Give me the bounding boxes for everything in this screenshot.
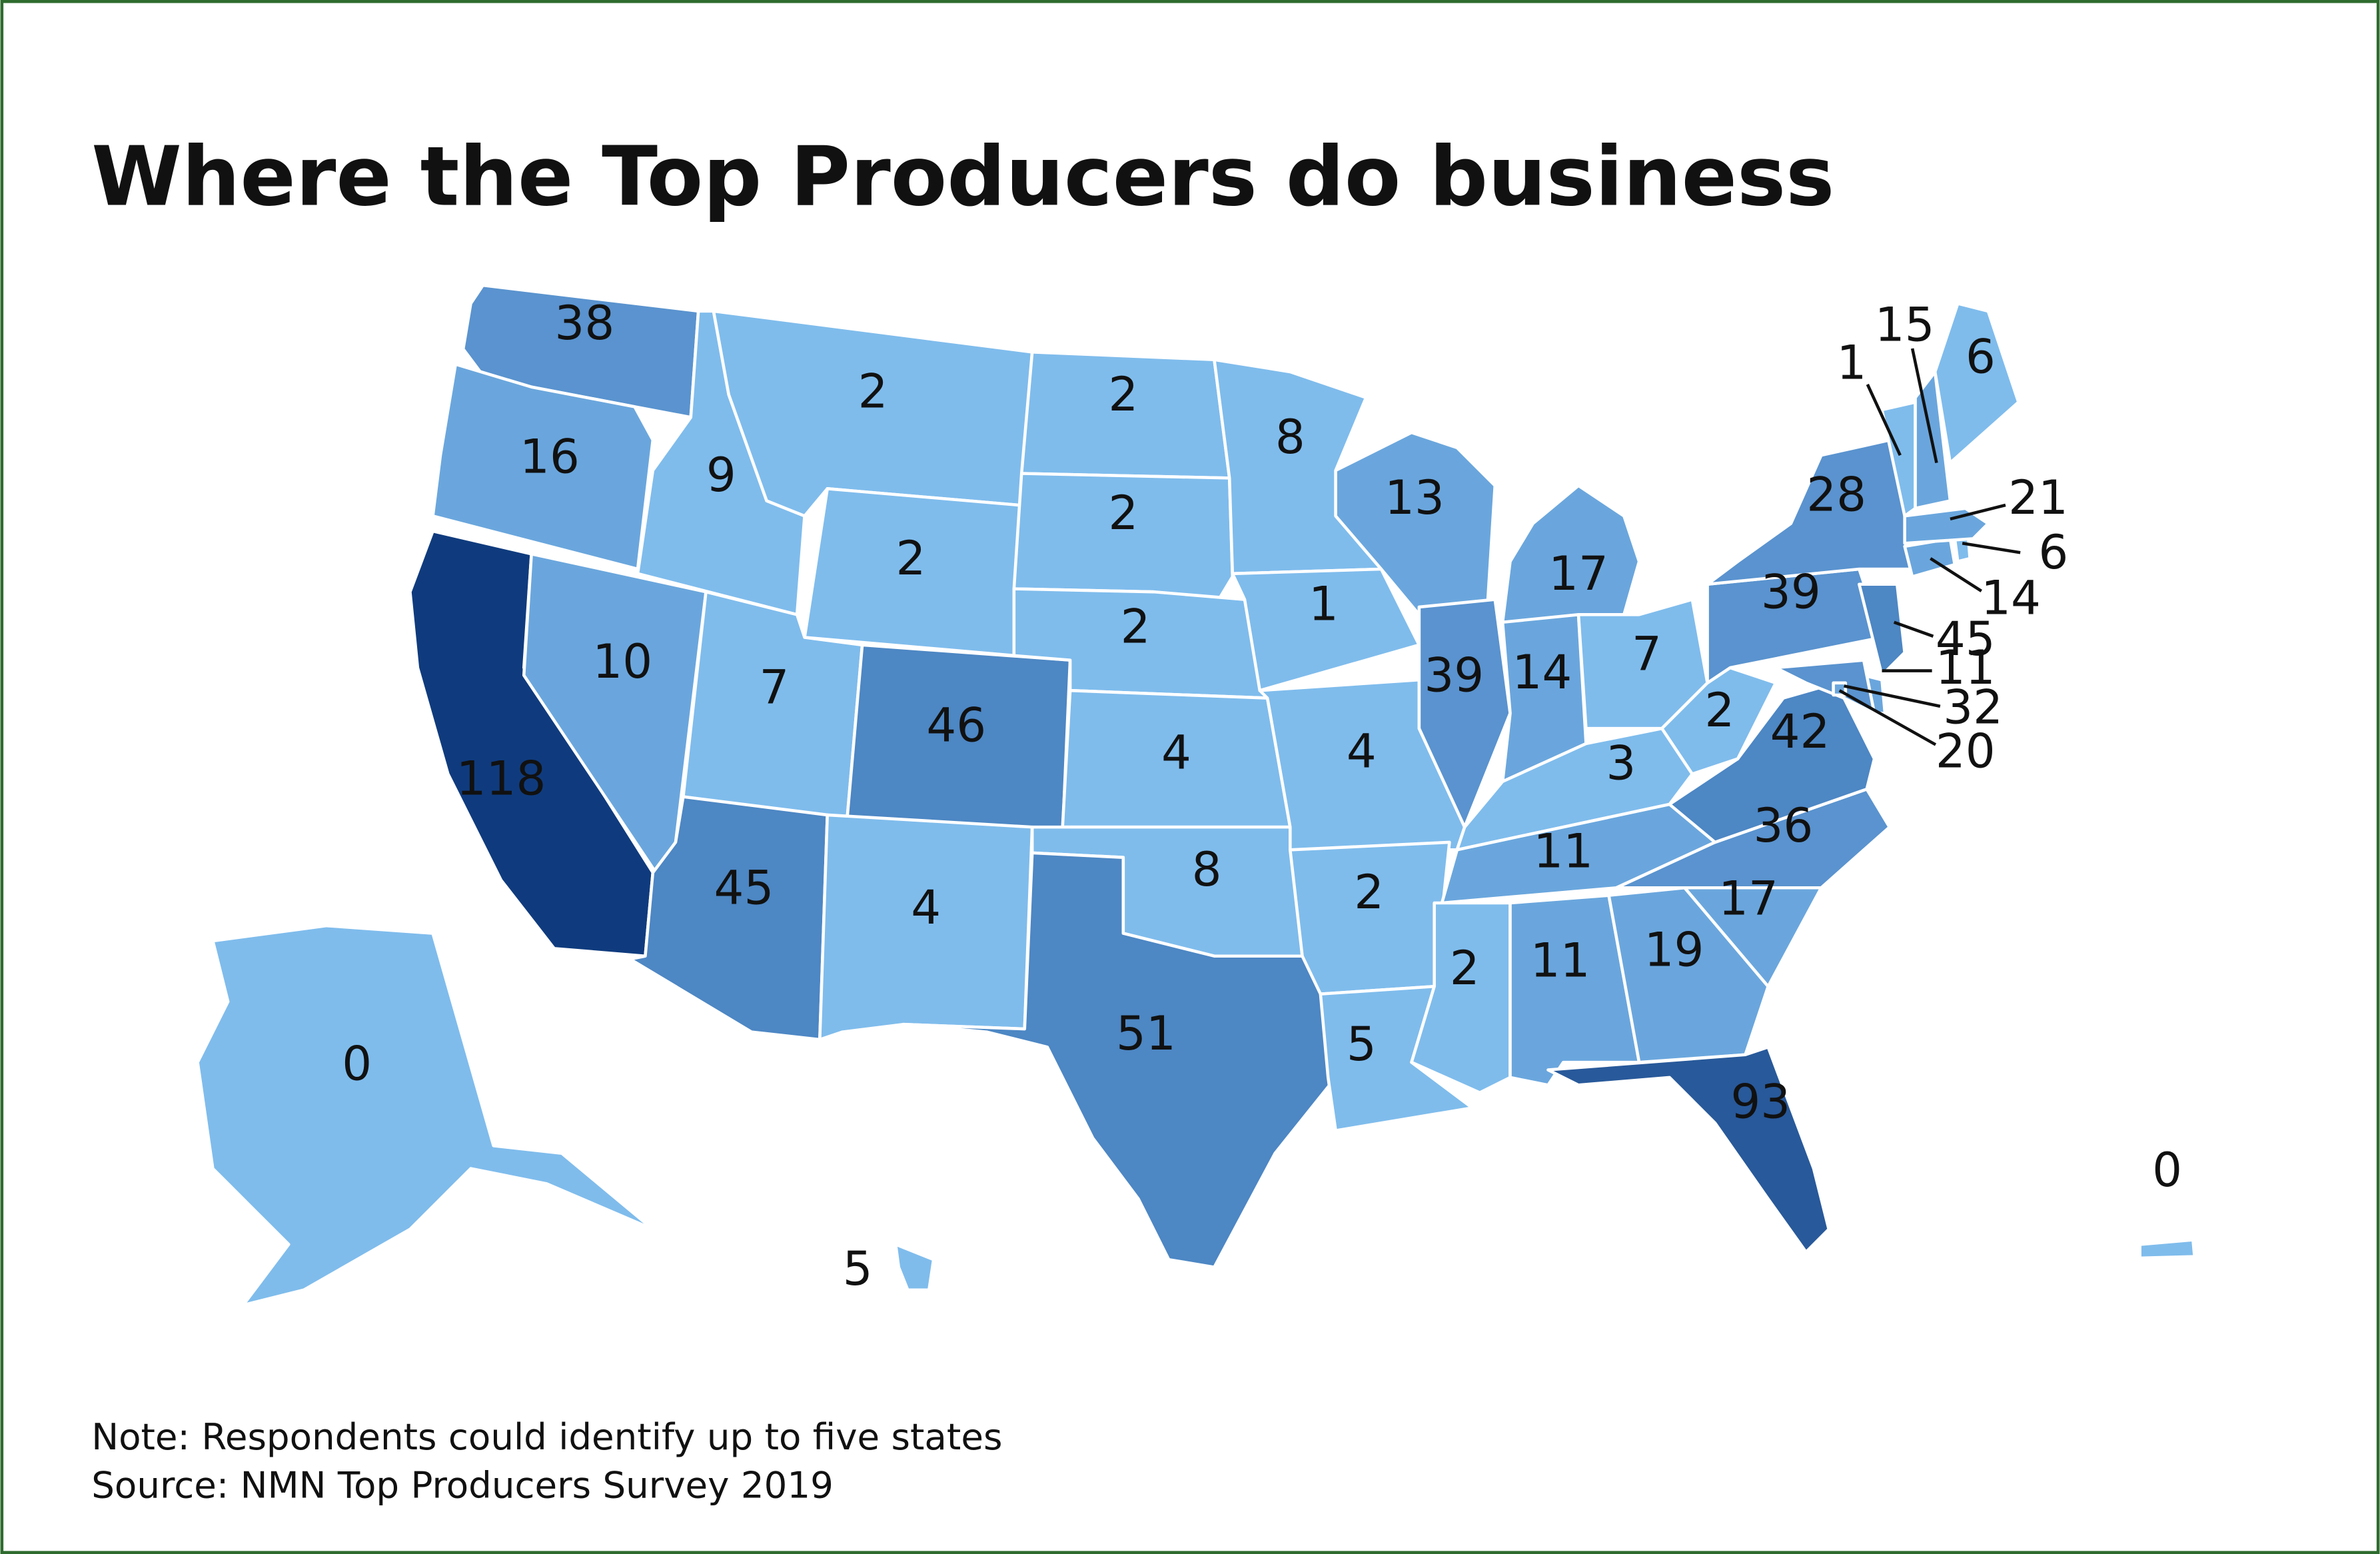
state: [901, 851, 1337, 1269]
value-label: 9: [706, 447, 736, 502]
value-label: 2: [1354, 864, 1384, 920]
value-label: 15: [1875, 297, 1935, 352]
value-label: 14: [1981, 570, 2041, 625]
state: [893, 1243, 935, 1292]
value-label: 2: [896, 530, 926, 586]
value-label: 14: [1512, 644, 1572, 700]
source: Source: NMN Top Producers Survey 2019: [91, 1464, 834, 1507]
value-label: 32: [1943, 679, 2003, 734]
value-label: 17: [1718, 870, 1778, 926]
value-label: 6: [1966, 329, 1996, 384]
value-label: 118: [456, 750, 546, 806]
state: [1668, 681, 1876, 844]
note: Note: Respondents could identify up to f…: [91, 1415, 1002, 1458]
value-label: 19: [1644, 922, 1704, 978]
value-label: 17: [1548, 546, 1608, 601]
leader-line: [1838, 689, 1937, 746]
state: [1500, 484, 1641, 624]
leader-line: [1930, 557, 1982, 592]
state: [1455, 726, 1694, 852]
state: [1858, 582, 1906, 677]
value-label: 45: [1936, 611, 1996, 666]
value-label: 4: [911, 880, 941, 935]
leader-line: [1866, 383, 1902, 456]
state: [1231, 567, 1421, 692]
value-label: 11: [1530, 933, 1590, 988]
value-label: 8: [1192, 842, 1222, 897]
value-label: 2: [858, 364, 888, 419]
value-label: 16: [520, 429, 580, 484]
state: [1933, 302, 2020, 464]
value-label: 2: [1108, 367, 1138, 422]
leader-line: [1910, 348, 1938, 464]
value-label: 21: [2008, 470, 2068, 525]
value-label: 36: [1754, 798, 1814, 853]
state: [1903, 506, 1990, 545]
value-label: 45: [714, 860, 774, 915]
leader-line: [1844, 684, 1941, 708]
title: Where the Top Producers do business: [91, 129, 1834, 225]
value-label: 8: [1275, 409, 1305, 464]
state: [1417, 598, 1512, 829]
value-label: 4: [1347, 723, 1377, 778]
value-label: 2: [1108, 485, 1138, 540]
leader-line: [1893, 620, 1934, 638]
value-label: 5: [1347, 1016, 1377, 1072]
state: [1774, 658, 1876, 715]
value-label: 51: [1116, 1006, 1176, 1061]
value-label: 1: [1309, 576, 1339, 631]
value-label: 1: [1836, 335, 1866, 390]
leader-line: [1950, 503, 2006, 521]
state: [1953, 537, 1972, 563]
state: [431, 363, 655, 571]
value-label: 5: [843, 1241, 873, 1296]
value-label: 42: [1770, 704, 1830, 759]
value-label: 28: [1806, 467, 1866, 522]
value-label: 10: [592, 634, 652, 689]
value-label: 46: [926, 698, 986, 753]
state: [2138, 1238, 2196, 1260]
value-label: 0: [2152, 1142, 2182, 1197]
leader-line: [1962, 542, 2021, 554]
value-label: 39: [1424, 648, 1484, 703]
value-label: 39: [1761, 564, 1821, 619]
state: [1546, 1046, 1831, 1254]
value-label: 2: [1704, 682, 1734, 738]
value-label: 6: [2038, 524, 2068, 580]
state: [196, 924, 655, 1307]
value-label: 11: [1533, 824, 1593, 879]
value-label: 2: [1450, 940, 1480, 996]
value-label: 2: [1121, 599, 1151, 654]
value-label: 7: [1632, 626, 1662, 682]
value-label: 20: [1936, 723, 1996, 778]
value-label: 0: [342, 1036, 372, 1092]
value-label: 11: [1936, 640, 1996, 695]
value-label: 38: [554, 295, 614, 351]
value-label: 7: [760, 660, 790, 715]
regions: [196, 283, 2196, 1307]
value-label: 13: [1385, 470, 1445, 525]
value-label: 3: [1606, 736, 1636, 791]
value-label: 93: [1730, 1074, 1790, 1129]
value-label: 4: [1161, 725, 1191, 780]
